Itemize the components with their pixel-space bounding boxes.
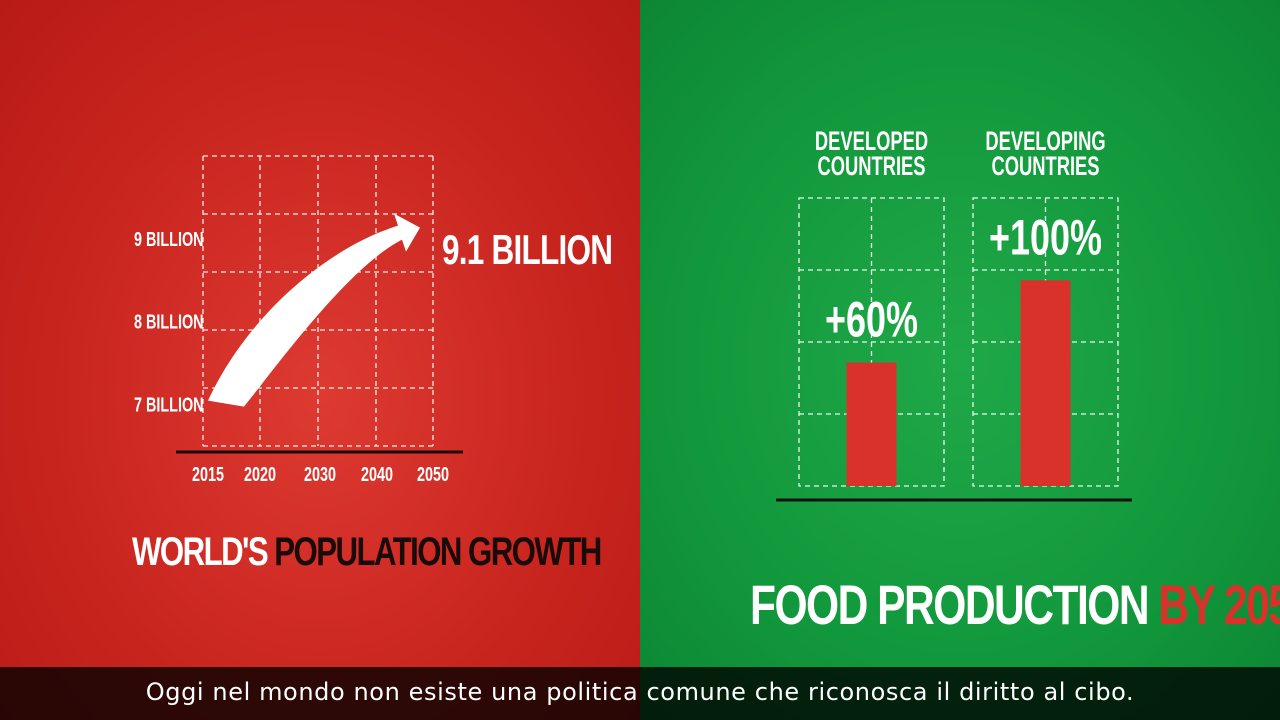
food-category-label: COUNTRIES (991, 150, 1099, 180)
x-tick-label: 2040 (361, 463, 393, 486)
y-tick-label: 7 BILLION (134, 393, 204, 416)
subtitle-bar (0, 667, 1280, 720)
left-panel (0, 0, 640, 720)
food-chart: +60%DEVELOPEDCOUNTRIES+100%DEVELOPINGCOU… (798, 125, 1119, 487)
food-bar-label: +60% (825, 293, 918, 348)
x-tick-label: 2030 (304, 463, 336, 486)
food-category-label: COUNTRIES (817, 150, 925, 180)
food-bar (1020, 280, 1071, 486)
food-category-label: DEVELOPED (815, 125, 928, 155)
title-part-population-growth: POPULATION GROWTH (274, 530, 602, 574)
population-x-ticks: 2015 2020 2030 2040 2050 (192, 463, 449, 486)
food-bar-label: +100% (989, 211, 1102, 266)
y-tick-label: 9 BILLION (134, 227, 204, 250)
x-tick-label: 2050 (417, 463, 449, 486)
food-category-label: DEVELOPING (985, 125, 1105, 155)
food-chart-title: FOOD PRODUCTION BY 2050 (750, 572, 1280, 637)
title-part-worlds: WORLD'S (132, 530, 269, 574)
population-chart-title: WORLD'S POPULATION GROWTH (132, 530, 602, 575)
x-tick-label: 2015 (192, 463, 224, 486)
title-part-food-production: FOOD PRODUCTION (750, 573, 1150, 636)
population-annotation: 9.1 BILLION (442, 226, 612, 274)
population-y-ticks: 7 BILLION 8 BILLION 9 BILLION (134, 227, 204, 416)
right-panel (640, 0, 1280, 720)
subtitle-text: Oggi nel mondo non esiste una politica c… (145, 678, 1135, 706)
title-part-by-2050: BY 2050 (1158, 573, 1280, 636)
food-bar (846, 362, 897, 486)
x-tick-label: 2020 (244, 463, 276, 486)
y-tick-label: 8 BILLION (134, 310, 204, 333)
population-growth-arrow (208, 213, 420, 407)
